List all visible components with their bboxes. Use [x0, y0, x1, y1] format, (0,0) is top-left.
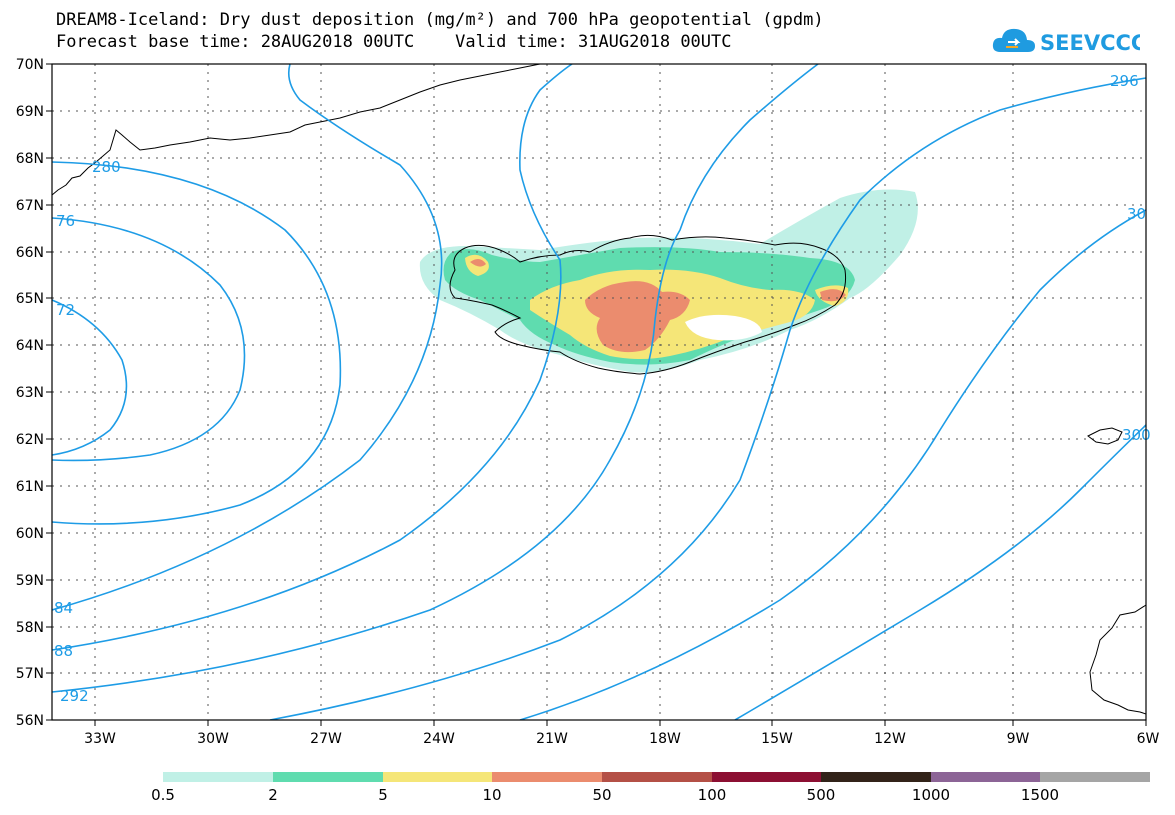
contour-labels: 280 76 72 84 88 292 296 30 300: [54, 72, 1151, 705]
contour-288: [52, 64, 573, 651]
colorbar-swatch: [273, 772, 383, 782]
lat-tick: 67N: [16, 198, 44, 214]
contour-label: 84: [54, 599, 73, 617]
colorbar-label: 50: [592, 786, 612, 804]
contour-300: [519, 209, 1146, 720]
lat-tick: 64N: [16, 338, 44, 354]
lon-tick: 6W: [1137, 731, 1160, 747]
contour-304: [734, 424, 1146, 720]
colorbar-swatch: [1040, 772, 1150, 782]
colorbar-swatch: [931, 772, 1040, 782]
colorbar-swatch: [383, 772, 492, 782]
contour-284: [52, 64, 443, 611]
contour-label: 296: [1110, 72, 1139, 90]
lat-tick: 62N: [16, 432, 44, 448]
iceland-coast: [449, 234, 846, 375]
contour-276: [52, 217, 246, 462]
lon-tick: 30W: [197, 731, 229, 747]
lat-tick: 69N: [16, 104, 44, 120]
contour-label: 30: [1127, 205, 1146, 223]
cloud-icon: [992, 28, 1035, 52]
colorbar-swatch: [163, 772, 273, 782]
scotland-coast: [1089, 604, 1146, 715]
colorbar-label: 100: [697, 786, 727, 804]
lon-tick: 9W: [1007, 731, 1030, 747]
contour-label: 88: [54, 642, 73, 660]
colorbar-label: 0.5: [151, 786, 175, 804]
colorbar-swatch: [821, 772, 931, 782]
logo-text: SEEVCCC: [1040, 31, 1140, 55]
lat-tick: 60N: [16, 526, 44, 542]
colorbar-label: 10: [482, 786, 502, 804]
contour-label: 300: [1122, 426, 1151, 444]
colorbar-swatch: [492, 772, 602, 782]
contour-280: [52, 161, 342, 525]
geopotential-contours: [52, 64, 1146, 720]
lon-tick: 24W: [423, 731, 455, 747]
colorbar-swatch: [712, 772, 821, 782]
lon-tick: 12W: [874, 731, 906, 747]
lat-tick: 63N: [16, 385, 44, 401]
chart-title: DREAM8-Iceland: Dry dust deposition (mg/…: [56, 10, 824, 30]
colorbar-label: 2: [268, 786, 278, 804]
contour-296: [269, 77, 1146, 720]
contour-label: 280: [92, 158, 121, 176]
lon-tick: 15W: [761, 731, 793, 747]
dust-zero-patch: [685, 314, 762, 341]
lat-tick: 59N: [16, 573, 44, 589]
lon-tick: 33W: [84, 731, 116, 747]
contour-292: [52, 64, 819, 693]
dust-10: [470, 258, 846, 353]
contour-label: 76: [56, 212, 75, 230]
coastlines: [52, 64, 1146, 715]
lat-tick: 66N: [16, 245, 44, 261]
lat-tick: 65N: [16, 291, 44, 307]
seevccc-logo: SEEVCCC: [992, 28, 1140, 55]
lon-tick: 27W: [310, 731, 342, 747]
lat-tick: 57N: [16, 666, 44, 682]
lon-tick: 18W: [649, 731, 681, 747]
colorbar-label: 500: [806, 786, 836, 804]
lat-tick: 70N: [16, 57, 44, 73]
faroe-coast: [1087, 427, 1123, 445]
lat-axis: 70N 69N 68N 67N 66N 65N 64N 63N 62N 61N …: [16, 57, 52, 729]
contour-label: 292: [60, 687, 89, 705]
lat-tick: 61N: [16, 479, 44, 495]
lat-tick: 56N: [16, 713, 44, 729]
lat-tick: 68N: [16, 151, 44, 167]
lat-tick: 58N: [16, 620, 44, 636]
colorbar-swatch: [602, 772, 712, 782]
contour-label: 72: [56, 301, 75, 319]
lon-axis: 33W 30W 27W 24W 21W 18W 15W 12W 9W 6W: [84, 720, 1160, 747]
colorbar-label: 5: [378, 786, 388, 804]
colorbar-label: 1500: [1020, 786, 1060, 804]
graticule: [52, 64, 1146, 720]
chart-subtitle: Forecast base time: 28AUG2018 00UTC Vali…: [56, 32, 732, 52]
lon-tick: 21W: [536, 731, 568, 747]
contour-272: [52, 299, 128, 456]
greenland-coast: [52, 64, 541, 196]
colorbar-label: 1000: [911, 786, 951, 804]
